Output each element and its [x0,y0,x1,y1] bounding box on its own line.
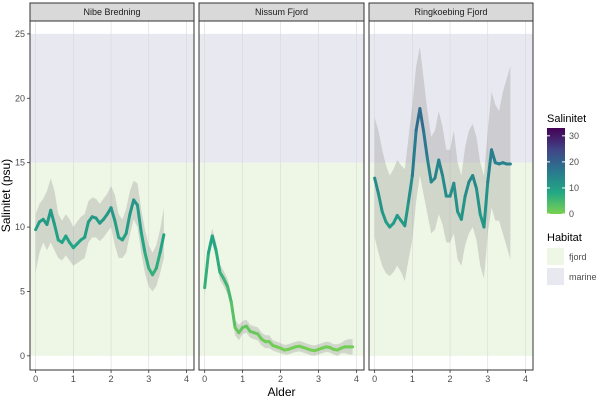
x-tick-label: 0 [202,374,207,384]
x-axis-title: Alder [267,385,295,399]
facet-title: Nissum Fjord [255,7,308,17]
salinity-line-segment [441,174,448,198]
salinity-line-segment [407,174,414,203]
legend-group: Salinitet 0 10 20 30 Habitat fjord marine [547,113,597,285]
salinity-line-segment [139,230,147,255]
facet-panel-1: Nibe Bredning 0 1 2 3 4 [29,2,195,384]
facet-title: Nibe Bredning [83,7,140,17]
colorbar [547,128,565,214]
x-tick-label: 3 [316,374,321,384]
habitat-legend-key-fjord [547,248,564,265]
confidence-ribbon [204,228,353,356]
habitat-band-fjord [199,162,364,356]
salinity-line-segment [113,219,121,239]
x-tick-label: 2 [278,374,283,384]
salinity-line-segment [83,220,90,239]
x-tick-label: 0 [372,374,377,384]
x-tick-label: 0 [33,374,38,384]
salinity-line-segment [203,251,210,290]
colorbar-tick-label: 0 [569,209,574,219]
salinity-line-segment [229,300,237,330]
salinity-line-segment [154,251,162,270]
salinity-line-segment [452,181,460,214]
salinity-line-segment [124,212,132,235]
y-tick-label: 15 [15,158,25,168]
salinity-line-segment [463,180,471,198]
salinity-line-segment [158,233,166,255]
salinity-line-segment [482,180,490,229]
x-tick-label: 2 [448,374,453,384]
salinity-line-segment [471,174,478,190]
salinity-line-segment [135,203,143,234]
salinity-line-segment [418,107,426,134]
facet-strip [198,2,365,22]
facet-panel-3: Ringkoebing Fjord 0 1 2 3 4 [368,2,534,384]
facet-strip [29,2,195,22]
y-tick-label: 10 [15,222,25,232]
confidence-ribbon [374,46,511,282]
salinity-line-segment [109,206,117,223]
salinity-line-segment [459,194,467,221]
habitat-legend-label: marine [569,272,597,282]
salinity-line-segment [53,222,60,242]
habitat-legend-label: fjord [569,252,587,262]
x-tick-label: 1 [71,374,76,384]
habitat-legend-title: Habitat [547,232,582,244]
salinity-line-segment [474,186,482,216]
x-tick-label: 4 [523,374,528,384]
habitat-legend-key-marine [547,268,564,285]
x-tick-label: 1 [240,374,245,384]
habitat-band-marine [369,33,533,163]
salinity-line-segment [128,198,136,216]
salinity-line-segment [410,128,418,178]
salinity-line-segment [376,192,384,214]
salinity-line-segment [380,210,388,224]
x-tick-label: 4 [184,374,189,384]
salinity-line-segment [486,148,494,184]
y-tick-label: 20 [15,93,25,103]
salinity-line-segment [422,130,429,161]
colorbar-tick-label: 30 [569,131,579,141]
habitat-band-marine [30,33,194,163]
salinity-line-segment [373,176,380,196]
colorbar-tick-label: 10 [569,183,579,193]
facet-title: Ringkoebing Fjord [414,7,487,17]
colorbar-title: Salinitet [547,113,586,125]
salinity-line-segment [490,148,497,165]
habitat-band-marine [199,33,364,163]
y-tick-label: 25 [15,29,25,39]
y-tick-label: 0 [20,351,25,361]
habitat-band-fjord [30,162,194,356]
x-tick-label: 3 [485,374,490,384]
salinity-line-segment [425,157,433,184]
salinity-line-segment [437,158,445,178]
facet-panel-2: Nissum Fjord 0 1 2 3 4 [198,2,365,384]
salinity-line-segment [214,248,222,274]
salinity-line-segment [225,284,233,304]
colorbar-tick-label: 20 [569,157,579,167]
salinity-line-segment [49,208,57,226]
x-tick-label: 2 [109,374,114,384]
x-tick-label: 1 [410,374,415,384]
y-axis-title: Salinitet (psu) [0,159,13,232]
x-tick-label: 3 [146,374,151,384]
salinity-line-segment [143,251,151,270]
salinity-line-segment [403,199,411,228]
x-tick-label: 4 [354,374,359,384]
y-tick-label: 5 [20,286,25,296]
salinity-line-segment [210,234,218,252]
facet-strip [368,2,534,22]
